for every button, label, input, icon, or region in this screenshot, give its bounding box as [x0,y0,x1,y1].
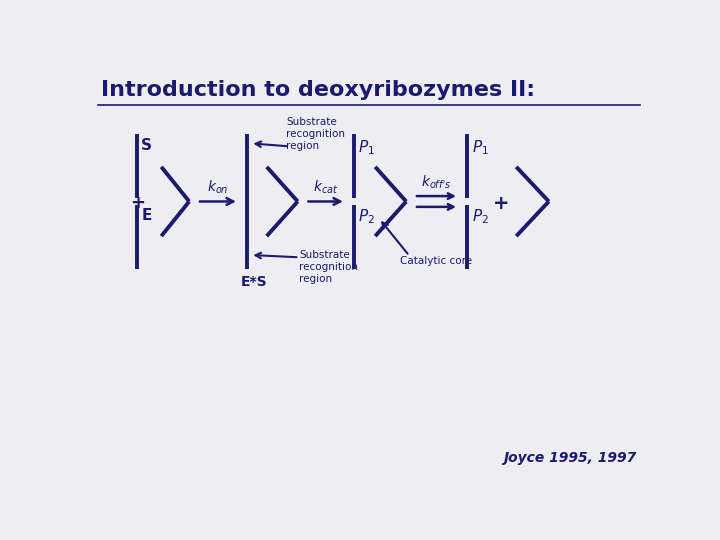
Text: +: + [492,193,509,213]
Text: Substrate
recognition
region: Substrate recognition region [286,117,345,151]
Text: $k_{on}$: $k_{on}$ [207,179,229,196]
Text: Joyce 1995, 1997: Joyce 1995, 1997 [503,451,636,465]
Text: E*S: E*S [241,275,268,289]
Text: S: S [141,138,152,153]
Text: $k_{off's}$: $k_{off's}$ [421,174,451,192]
Text: Introduction to deoxyribozymes II:: Introduction to deoxyribozymes II: [101,80,535,100]
Text: +: + [130,194,145,212]
Text: $P_1$: $P_1$ [358,138,375,157]
Text: Catalytic core: Catalytic core [400,256,472,266]
Text: E: E [141,208,151,222]
Text: $k_{cat}$: $k_{cat}$ [313,179,338,196]
Text: $P_2$: $P_2$ [472,208,489,226]
Text: Substrate
recognition
region: Substrate recognition region [300,249,359,284]
Text: $P_1$: $P_1$ [472,138,489,157]
Text: $P_2$: $P_2$ [358,208,375,226]
